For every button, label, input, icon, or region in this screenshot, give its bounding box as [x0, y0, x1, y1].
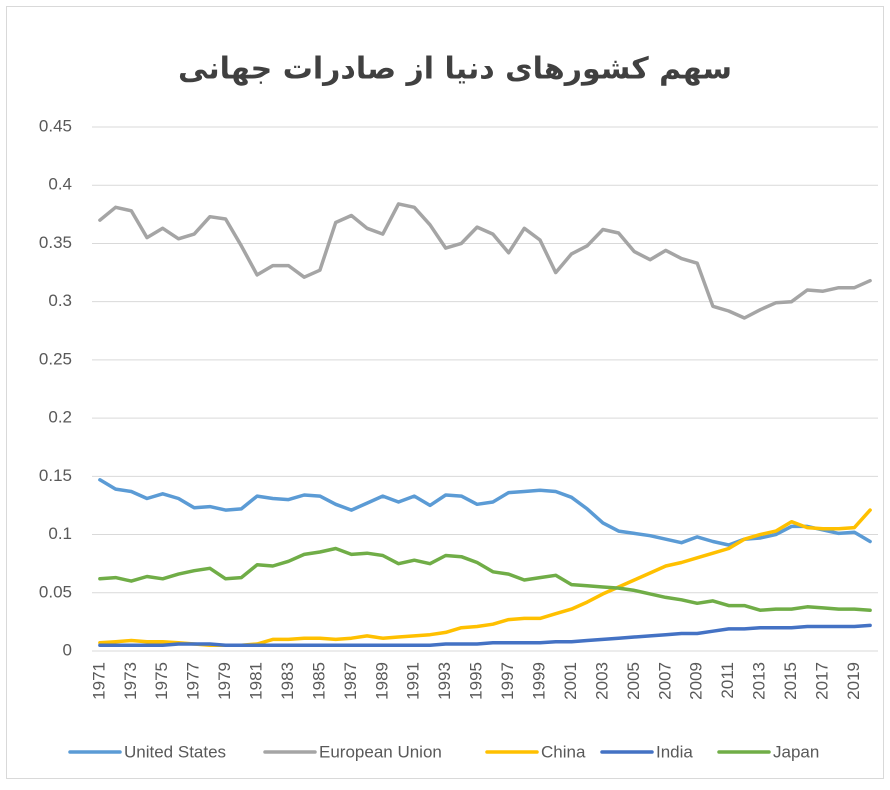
x-tick-label: 1995: [467, 662, 486, 700]
legend-label: China: [541, 742, 586, 761]
y-tick-label: 0.25: [39, 349, 72, 368]
x-tick-label: 2011: [718, 662, 737, 699]
y-tick-label: 0.2: [48, 408, 72, 427]
y-tick-label: 0.35: [39, 233, 72, 252]
y-tick-label: 0.15: [39, 466, 72, 485]
y-tick-label: 0.3: [48, 291, 72, 310]
x-tick-label: 1991: [404, 662, 423, 700]
x-tick-label: 1971: [89, 662, 108, 700]
x-tick-label: 1985: [309, 662, 328, 700]
legend-label: United States: [124, 742, 226, 761]
x-tick-label: 1987: [341, 662, 360, 700]
x-tick-label: 1977: [184, 662, 203, 700]
line-series: [98, 623, 872, 647]
x-tick-label: 1981: [247, 662, 266, 700]
x-tick-label: 2003: [592, 662, 611, 700]
x-tick-label: 2009: [687, 662, 706, 700]
x-tick-label: 1975: [152, 662, 171, 700]
y-tick-label: 0.1: [48, 524, 72, 543]
x-tick-label: 1989: [372, 662, 391, 700]
legend-label: European Union: [319, 742, 442, 761]
y-tick-label: 0: [63, 640, 72, 659]
chart-title: سهم کشورهای دنیا از صادرات جهانی: [178, 52, 732, 87]
x-tick-label: 1979: [215, 662, 234, 700]
line-series: [98, 202, 872, 320]
legend-label: India: [656, 742, 693, 761]
chart-border: [6, 6, 884, 779]
x-tick-label: 1983: [278, 662, 297, 700]
x-tick-label: 2001: [561, 662, 580, 700]
x-tick-label: 1993: [435, 662, 454, 700]
x-tick-label: 2007: [655, 662, 674, 700]
x-tick-label: 2017: [812, 662, 831, 700]
x-tick-label: 1973: [121, 662, 140, 700]
x-tick-label: 2015: [781, 662, 800, 700]
legend-label: Japan: [773, 742, 819, 761]
x-tick-label: 2019: [844, 662, 863, 700]
y-tick-label: 0.05: [39, 582, 72, 601]
y-tick-label: 0.45: [39, 116, 72, 135]
y-tick-label: 0.4: [48, 175, 72, 194]
x-tick-label: 2005: [624, 662, 643, 700]
x-tick-label: 1997: [498, 662, 517, 700]
x-tick-label: 2013: [750, 662, 769, 700]
line-series: [98, 546, 872, 612]
x-tick-label: 1999: [530, 662, 549, 700]
